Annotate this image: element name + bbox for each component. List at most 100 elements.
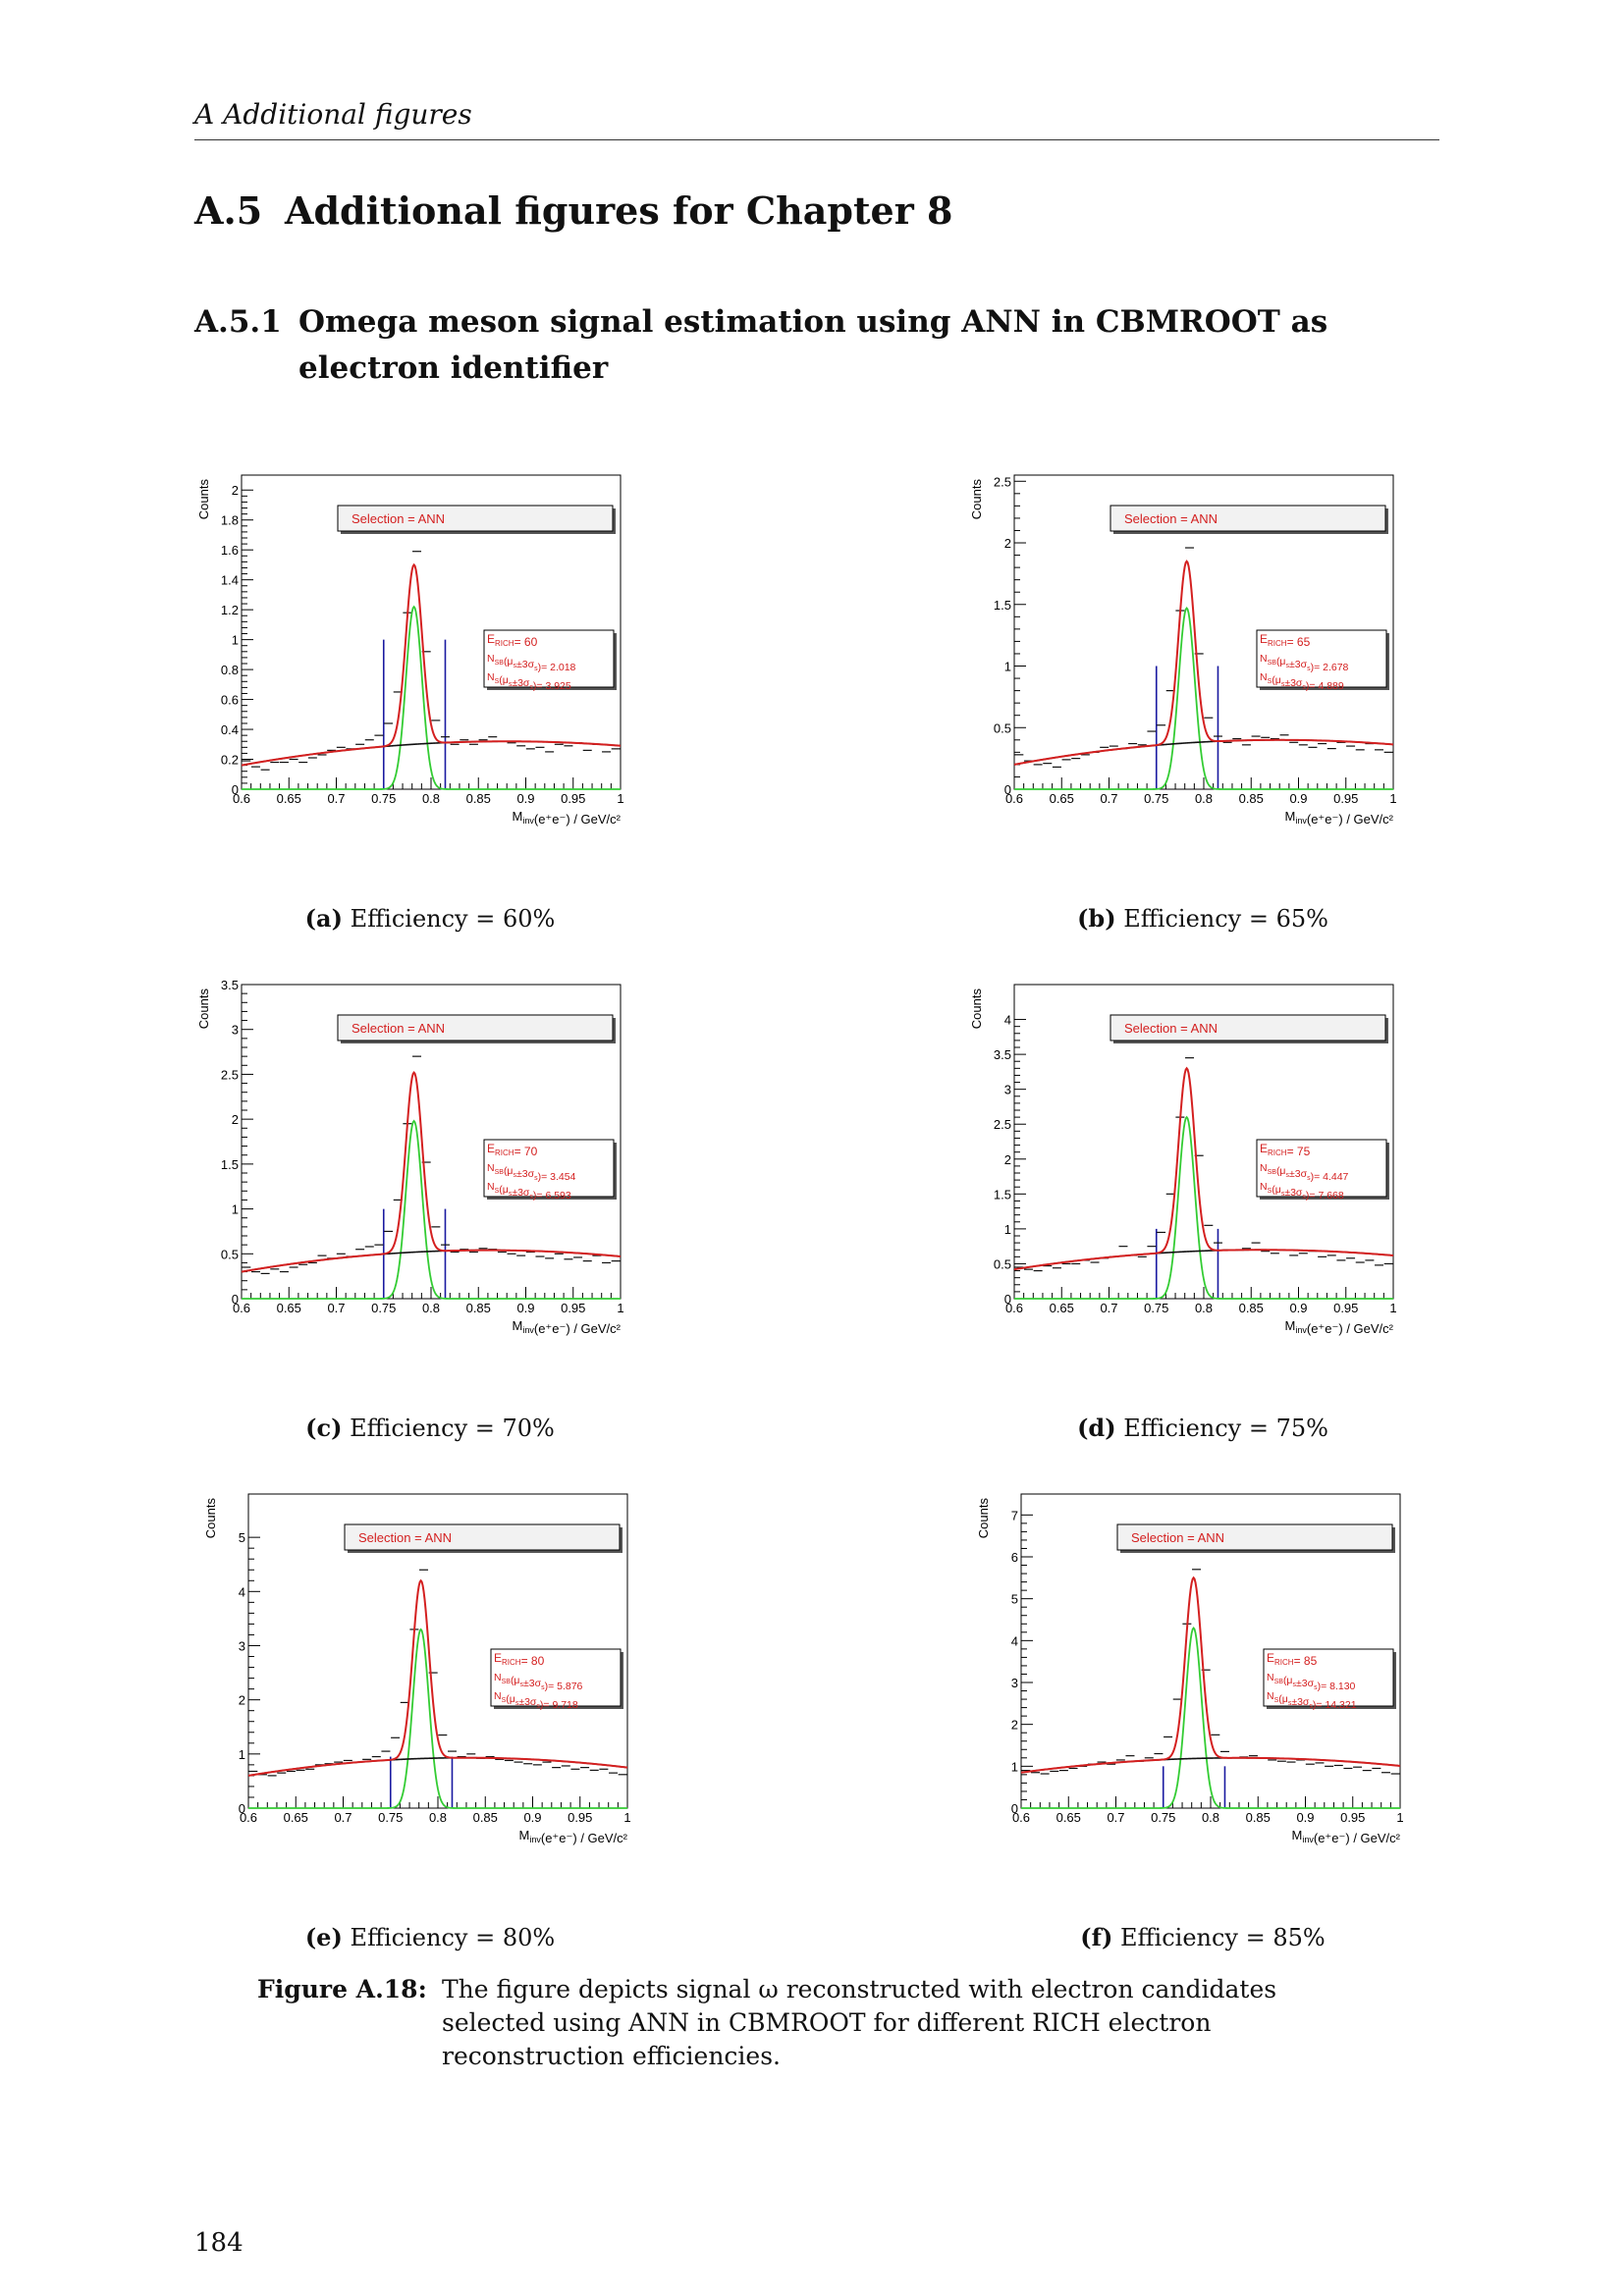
chart-panel-b: 0.6 0.65 0.7 0.75 0.8 0.85 0.9 0.95 1 Minv(e⁺e⁻) … [967, 469, 1419, 832]
y-tick-label: 1 [1004, 660, 1011, 674]
y-tick-label: 2 [232, 1112, 239, 1127]
y-tick-label: 1.4 [221, 573, 239, 588]
y-tick-label: 3 [1004, 1083, 1011, 1097]
x-axis-label: Minv(e⁺e⁻) / GeV/c² [519, 1828, 628, 1845]
x-tick-label: 0.95 [1333, 791, 1358, 806]
stats-efficiency: ERICH= 80 [494, 1651, 545, 1668]
x-tick-label: 0.75 [371, 1301, 396, 1315]
x-tick-label: 0.65 [277, 791, 301, 806]
x-tick-label: 0.65 [277, 1301, 301, 1315]
x-tick-label: 0.65 [1050, 1301, 1074, 1315]
legend-box [1116, 1523, 1393, 1551]
y-tick-label: 0 [1004, 1292, 1011, 1307]
x-tick-label: 0.9 [1289, 791, 1307, 806]
x-tick-label: 0.85 [1239, 1301, 1264, 1315]
y-tick-label: 2 [239, 1693, 245, 1708]
subcaption-text: Efficiency = 70% [350, 1415, 555, 1442]
subcaption-text: Efficiency = 65% [1123, 905, 1328, 933]
selection-legend: Selection = ANN [344, 1523, 623, 1553]
signal-fit-curve [1021, 1627, 1400, 1809]
selection-legend: Selection = ANN [1110, 505, 1388, 534]
y-tick-label: 1 [1004, 1222, 1011, 1237]
y-tick-label: 5 [239, 1530, 245, 1545]
subcaption-text: Efficiency = 75% [1123, 1415, 1328, 1442]
x-tick-label: 0.6 [233, 1301, 250, 1315]
subcaption-b: (b) Efficiency = 65% [977, 904, 1429, 933]
subcaption-label: (d) [1077, 1414, 1116, 1442]
total-fit-curve [1013, 560, 1394, 766]
y-axis-label: Counts [969, 988, 984, 1030]
stats-box [1256, 629, 1387, 688]
y-tick-label: 1.5 [221, 1157, 239, 1172]
y-tick-label: 2 [1011, 1718, 1018, 1733]
x-tick-label: 0.95 [1333, 1301, 1358, 1315]
section-number: A.5 [194, 188, 263, 233]
legend-box [337, 1014, 614, 1041]
stats-nsb: NSB(μs±3σs)= 3.454 [487, 1162, 576, 1183]
x-tick-label: 0.7 [1100, 791, 1117, 806]
chart-panel-d: 0.6 0.65 0.7 0.75 0.8 0.85 0.9 0.95 1 Minv(e⁺e⁻) … [967, 979, 1419, 1342]
subcaption-label: (c) [305, 1414, 343, 1442]
y-tick-label: 1.8 [221, 513, 239, 528]
selection-legend: Selection = ANN [337, 1014, 616, 1043]
y-tick-label: 1 [232, 633, 239, 648]
x-tick-label: 1 [1396, 1810, 1403, 1825]
section-title: A.5 Additional figures for Chapter 8 [194, 188, 952, 233]
stats-nsb: NSB(μs±3σs)= 2.678 [1260, 653, 1349, 673]
x-axis-label: Minv(e⁺e⁻) / GeV/c² [1285, 1318, 1394, 1336]
chart-panel-a: 0.6 0.65 0.7 0.75 0.8 0.85 0.9 0.95 1 Minv(e⁺e⁻) … [194, 469, 646, 832]
background-fit-curve [241, 1249, 622, 1273]
signal-fit-curve [248, 1628, 627, 1809]
stats-efficiency: ERICH= 75 [1260, 1142, 1311, 1158]
subcaption-text: Efficiency = 60% [350, 905, 556, 933]
subcaption-a: (a) Efficiency = 60% [204, 904, 656, 933]
signal-fit-curve [1014, 607, 1393, 790]
y-tick-label: 4 [1011, 1633, 1018, 1648]
x-tick-label: 0.8 [422, 791, 440, 806]
x-tick-label: 0.7 [327, 1301, 345, 1315]
stats-nsb: NSB(μs±3σs)= 2.018 [487, 653, 576, 673]
stats-box [490, 1648, 622, 1707]
stats-nsb: NSB(μs±3σs)= 5.876 [494, 1672, 583, 1692]
stats-ns: NS(μs±3σs)= 6.593 [487, 1181, 571, 1201]
x-axis-label: Minv(e⁺e⁻) / GeV/c² [513, 1318, 622, 1336]
y-tick-label: 0.2 [221, 753, 239, 768]
x-tick-label: 0.75 [1144, 1301, 1168, 1315]
selection-label: Selection = ANN [1124, 511, 1218, 526]
y-tick-label: 0 [1011, 1801, 1018, 1816]
x-tick-label: 1 [617, 1301, 623, 1315]
x-tick-label: 0.8 [1195, 1301, 1213, 1315]
y-tick-label: 1 [232, 1202, 239, 1217]
y-tick-label: 2 [1004, 1152, 1011, 1167]
y-tick-label: 3 [1011, 1676, 1018, 1690]
x-tick-label: 1 [1389, 791, 1396, 806]
total-fit-curve [247, 1578, 628, 1777]
chart-svg: 0.6 0.65 0.7 0.75 0.8 0.85 0.9 0.95 1 Minv(e⁺e⁻) … [976, 1493, 1404, 1845]
subcaption-text: Efficiency = 80% [350, 1924, 556, 1951]
stats-efficiency: ERICH= 60 [487, 632, 538, 649]
y-tick-label: 4 [1004, 1013, 1011, 1028]
subcaption-c: (c) Efficiency = 70% [204, 1414, 656, 1442]
legend-box [1110, 505, 1386, 532]
subsection-title-text: Omega meson signal estimation using ANN … [298, 304, 1328, 386]
y-tick-label: 2 [232, 483, 239, 498]
stats-efficiency: ERICH= 85 [1267, 1651, 1318, 1668]
y-axis-label: Counts [976, 1498, 991, 1539]
figure-caption-text: The figure depicts signal ω reconstructe… [442, 1975, 1277, 2070]
stats-box [1256, 1139, 1387, 1198]
x-tick-label: 0.6 [1012, 1810, 1030, 1825]
figure-caption-label: Figure A.18: [257, 1975, 427, 2003]
y-tick-label: 1.5 [994, 598, 1011, 613]
stats-ns: NS(μs±3σs)= 7.668 [1260, 1181, 1344, 1201]
selection-label: Selection = ANN [358, 1530, 452, 1545]
y-tick-label: 0 [232, 782, 239, 797]
y-tick-label: 0 [232, 1292, 239, 1307]
x-tick-label: 0.75 [1151, 1810, 1175, 1825]
x-tick-label: 0.85 [1246, 1810, 1271, 1825]
y-tick-label: 6 [1011, 1550, 1018, 1565]
y-tick-label: 0.5 [994, 1256, 1011, 1271]
y-tick-label: 4 [239, 1584, 245, 1599]
